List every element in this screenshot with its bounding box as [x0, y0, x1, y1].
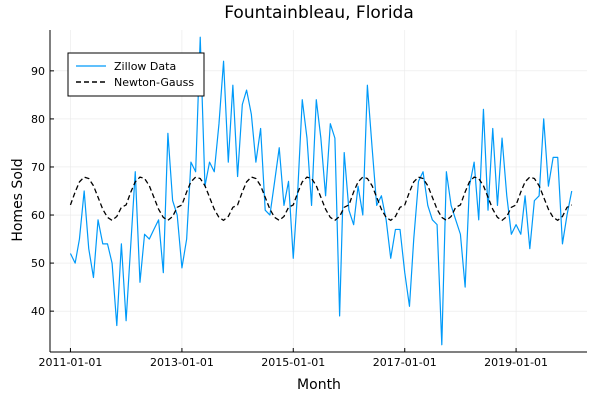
x-tick-label: 2011-01-01 — [38, 356, 102, 369]
y-tick-label: 70 — [31, 161, 45, 174]
y-tick-label: 50 — [31, 257, 45, 270]
x-tick-label: 2015-01-01 — [261, 356, 325, 369]
x-tick-label: 2017-01-01 — [373, 356, 437, 369]
x-tick-label: 2019-01-01 — [484, 356, 548, 369]
chart-title: Fountainbleau, Florida — [224, 3, 414, 23]
y-tick-label: 80 — [31, 113, 45, 126]
x-tick-label: 2013-01-01 — [150, 356, 214, 369]
legend: Zillow Data Newton-Gauss — [67, 52, 205, 97]
legend-label-zillow: Zillow Data — [114, 60, 176, 73]
y-axis-label: Homes Sold — [10, 158, 26, 241]
y-tick-label: 90 — [31, 65, 45, 78]
y-tick-label: 60 — [31, 209, 45, 222]
x-axis-label: Month — [297, 377, 341, 393]
legend-box — [67, 52, 205, 97]
y-tick-label: 40 — [31, 305, 45, 318]
series-newton-gauss-line — [69, 176, 573, 222]
legend-label-newton: Newton-Gauss — [114, 76, 194, 89]
series-zillow-line — [69, 36, 573, 346]
